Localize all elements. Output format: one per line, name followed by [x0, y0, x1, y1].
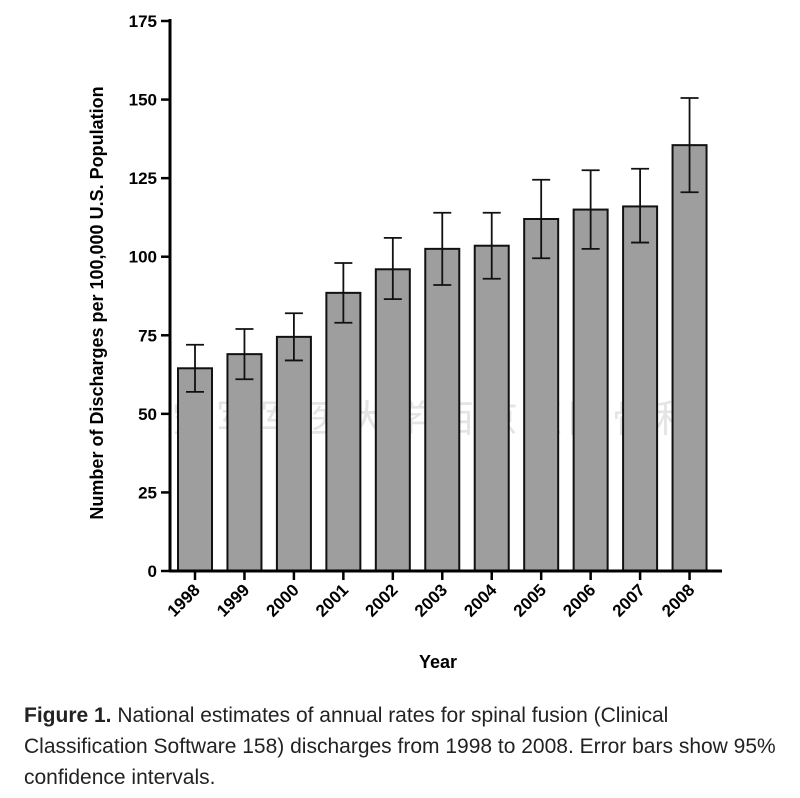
- figure-caption: Figure 1. National estimates of annual r…: [24, 700, 794, 793]
- bar-2007: [622, 205, 659, 573]
- x-tick-label-2005: 2005: [510, 580, 550, 620]
- y-tick-label-100: 100: [129, 248, 157, 267]
- x-axis-title: Year: [419, 652, 457, 672]
- figure-label: Figure 1.: [24, 704, 112, 727]
- y-tick-label-0: 0: [148, 562, 157, 581]
- bar-2008: [671, 144, 708, 572]
- bar-2004: [473, 244, 510, 572]
- y-tick-label-75: 75: [138, 326, 157, 345]
- bar-2003: [424, 247, 461, 572]
- x-tick-label-1999: 1999: [213, 580, 253, 620]
- bar-2001: [325, 291, 362, 572]
- y-axis-ticks: 0 25 50 75 100 125 150 175: [129, 12, 170, 581]
- x-axis-ticks: 1998 1999 2000 2001 2002 2003 2004 2005 2006 2007…: [164, 571, 698, 621]
- x-tick-label-2003: 2003: [411, 580, 451, 620]
- bar-1999: [226, 353, 263, 572]
- x-tick-label-2004: 2004: [460, 580, 501, 621]
- x-tick-label-2000: 2000: [263, 580, 303, 620]
- y-tick-label-125: 125: [129, 169, 157, 188]
- x-tick-label-2002: 2002: [361, 580, 401, 620]
- error-bars: [186, 97, 699, 393]
- x-tick-label-1998: 1998: [164, 580, 204, 620]
- x-tick-label-2001: 2001: [312, 580, 352, 620]
- bar-2005: [523, 218, 560, 572]
- bar-2002: [374, 268, 411, 572]
- bar-2000: [275, 335, 312, 572]
- bar-2006: [572, 208, 609, 572]
- y-tick-label-150: 150: [129, 91, 157, 110]
- x-tick-label-2007: 2007: [609, 580, 649, 620]
- y-tick-label-50: 50: [138, 405, 157, 424]
- bars: [177, 144, 708, 573]
- y-tick-label-25: 25: [138, 483, 157, 502]
- bar-1998: [177, 367, 213, 572]
- y-axis-title: Number of Discharges per 100,000 U.S. Po…: [87, 86, 107, 519]
- x-tick-label-2006: 2006: [559, 580, 599, 620]
- caption-text: National estimates of annual rates for s…: [24, 704, 776, 789]
- y-tick-label-175: 175: [129, 12, 157, 31]
- x-tick-label-2008: 2008: [658, 580, 698, 620]
